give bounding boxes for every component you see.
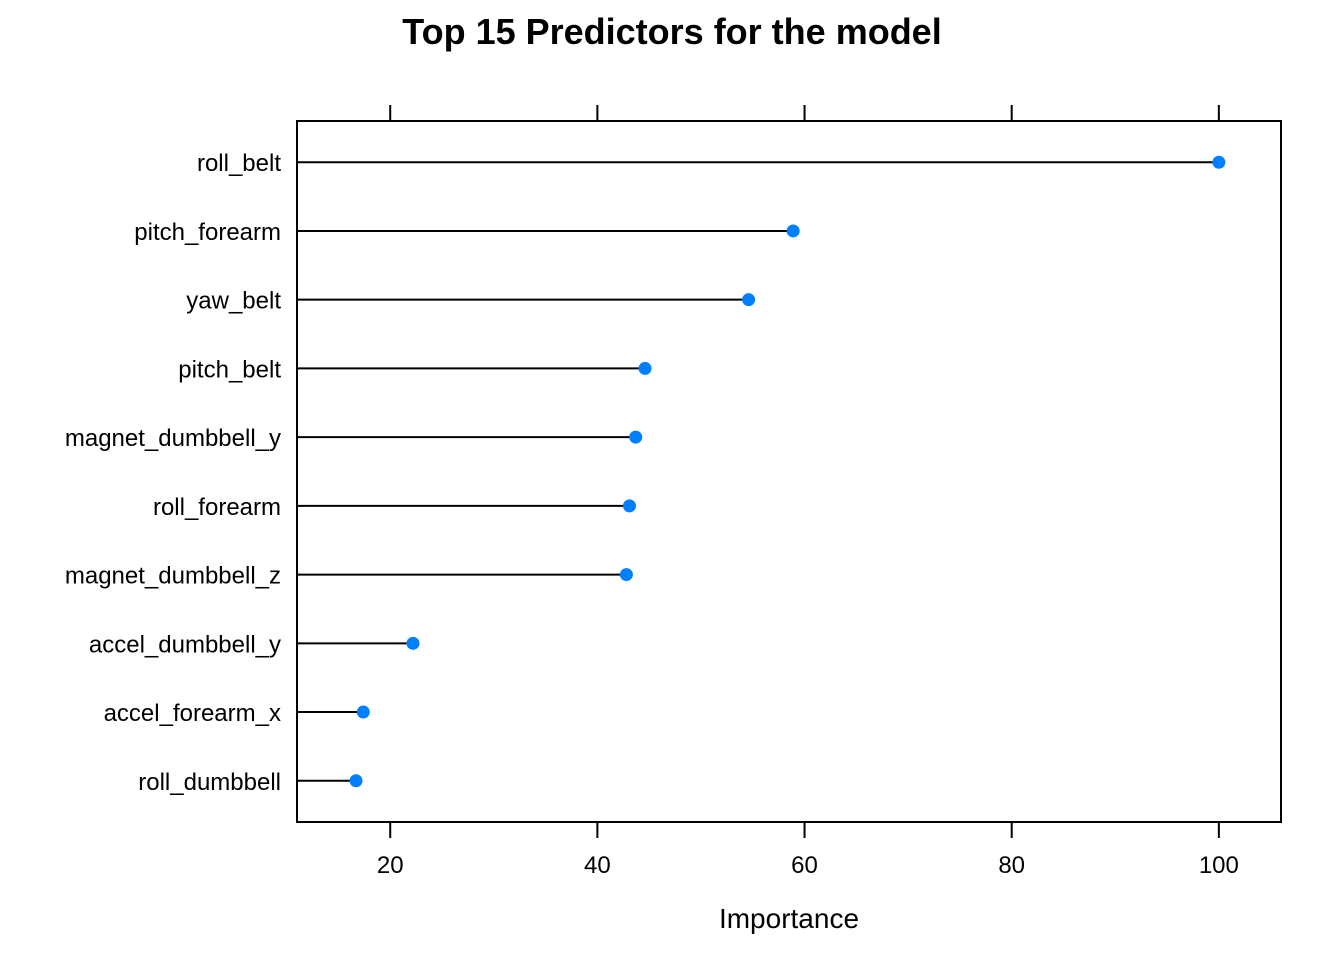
predictor-label: roll_belt bbox=[197, 150, 281, 177]
predictor-label: pitch_forearm bbox=[134, 219, 281, 246]
importance-point bbox=[629, 430, 643, 444]
chart-title: Top 15 Predictors for the model bbox=[402, 11, 941, 52]
importance-point bbox=[638, 361, 652, 375]
importance-point bbox=[406, 636, 420, 650]
importance-point bbox=[622, 499, 636, 513]
importance-point bbox=[786, 224, 800, 238]
x-tick-label: 80 bbox=[998, 852, 1025, 879]
importance-point bbox=[349, 774, 363, 788]
x-axis-label: Importance bbox=[719, 903, 859, 934]
predictor-label: magnet_dumbbell_y bbox=[65, 425, 281, 452]
importance-point bbox=[1212, 155, 1226, 169]
predictor-label: pitch_belt bbox=[178, 356, 281, 383]
predictor-label: yaw_belt bbox=[186, 288, 281, 315]
x-tick-label: 20 bbox=[377, 852, 404, 879]
importance-point bbox=[356, 705, 370, 719]
plot-frame bbox=[296, 120, 1282, 823]
predictor-label: roll_dumbbell bbox=[138, 769, 281, 796]
predictor-label: accel_dumbbell_y bbox=[89, 631, 281, 658]
x-tick-label: 60 bbox=[791, 852, 818, 879]
predictor-rows: roll_belt pitch_forearm yaw_belt pitch_belt… bbox=[65, 150, 1226, 796]
importance-point bbox=[742, 293, 756, 307]
predictor-label: roll_forearm bbox=[153, 494, 281, 521]
importance-point bbox=[619, 568, 633, 582]
predictor-label: magnet_dumbbell_z bbox=[65, 563, 281, 590]
bottom-axis: 20 40 60 80 100 bbox=[377, 822, 1239, 879]
x-tick-label: 100 bbox=[1199, 852, 1239, 879]
predictor-label: accel_forearm_x bbox=[104, 700, 281, 727]
x-tick-label: 40 bbox=[584, 852, 611, 879]
top-axis-ticks bbox=[389, 105, 1220, 121]
